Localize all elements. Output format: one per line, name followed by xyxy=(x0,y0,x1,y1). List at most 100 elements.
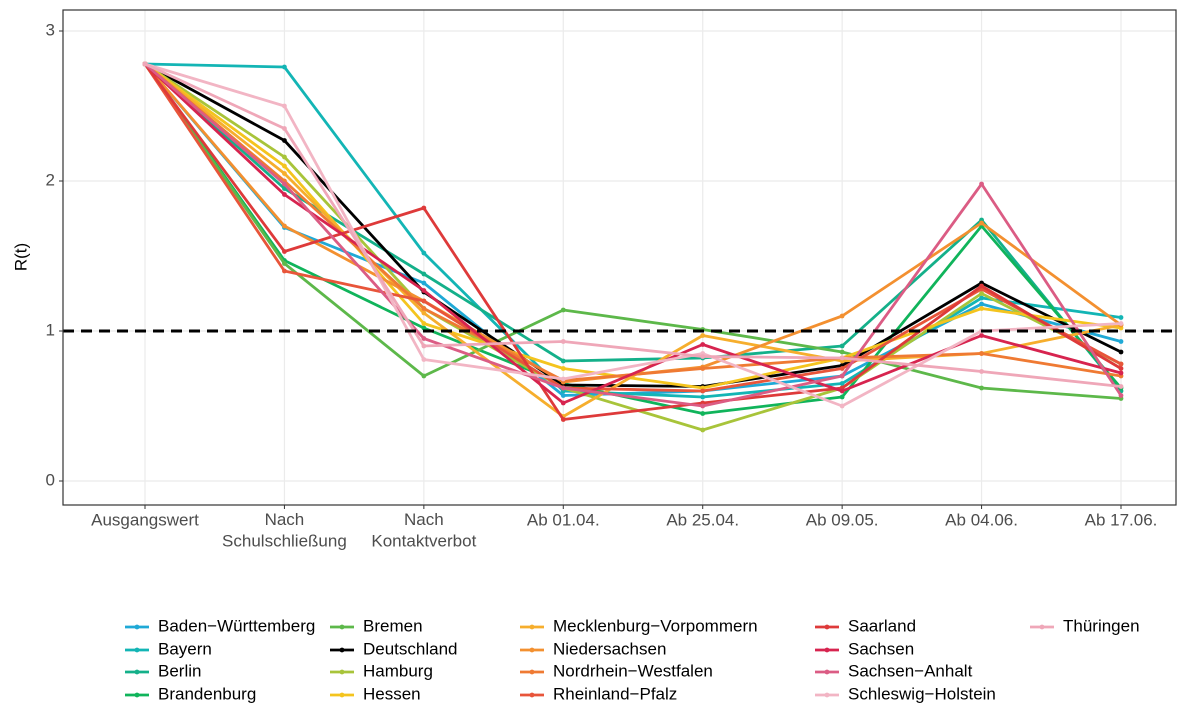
x-tick-label: Ab 04.06. xyxy=(945,510,1018,529)
data-point xyxy=(560,417,566,422)
series-line xyxy=(144,62,1122,390)
series-line xyxy=(143,63,1122,421)
data-point xyxy=(839,343,845,349)
data-point xyxy=(282,261,287,266)
data-point xyxy=(700,354,706,359)
data-point xyxy=(282,138,287,143)
x-tick-label: Nach Kontaktverbot xyxy=(371,510,476,550)
data-point xyxy=(421,205,427,211)
y-axis-label: R(t) xyxy=(11,243,30,271)
series-line xyxy=(144,62,1123,408)
data-point xyxy=(700,342,706,347)
series-line xyxy=(143,63,1122,400)
data-point xyxy=(700,394,706,400)
series-line xyxy=(143,63,1123,415)
data-point xyxy=(560,339,566,344)
data-point xyxy=(839,388,845,394)
data-point xyxy=(700,427,706,433)
data-point xyxy=(282,64,287,70)
data-point xyxy=(1118,393,1124,398)
data-point xyxy=(421,321,427,326)
legend-key-point xyxy=(824,624,830,630)
data-point xyxy=(1118,339,1124,344)
x-tick-label: Ab 01.04. xyxy=(527,510,600,529)
data-point xyxy=(979,220,984,226)
data-point xyxy=(839,394,845,400)
legend-key-point xyxy=(339,669,345,675)
y-tick-label: 0 xyxy=(46,470,55,489)
data-point xyxy=(282,154,287,160)
legend-key-point xyxy=(339,647,345,653)
legend-label: Hessen xyxy=(363,684,421,703)
legend-label: Baden−Württemberg xyxy=(158,616,315,635)
legend-key-point xyxy=(339,624,345,630)
plot-border xyxy=(62,9,1177,506)
y-tick-label: 3 xyxy=(46,20,55,39)
x-tick-label: Ab 17.06. xyxy=(1085,510,1158,529)
data-point xyxy=(979,291,984,296)
legend-label: Berlin xyxy=(158,661,201,680)
legend-label: Saarland xyxy=(848,616,916,635)
data-point xyxy=(700,403,706,409)
legend-key-point xyxy=(824,692,830,698)
series-line xyxy=(144,62,1122,399)
legend-label: Brandenburg xyxy=(158,684,256,703)
legend-key-point xyxy=(824,647,830,653)
data-point xyxy=(421,298,427,304)
data-point xyxy=(560,400,566,406)
data-point xyxy=(1118,349,1124,355)
legend-key-point xyxy=(134,669,140,675)
data-point xyxy=(700,366,706,371)
data-point xyxy=(839,403,845,409)
data-point xyxy=(421,271,427,277)
data-point xyxy=(979,351,984,356)
y-tick-label: 2 xyxy=(46,170,55,189)
data-point xyxy=(700,411,706,416)
data-point xyxy=(421,373,427,379)
data-point xyxy=(979,301,984,307)
data-point xyxy=(979,369,984,374)
data-point xyxy=(421,357,427,362)
data-point xyxy=(421,306,427,311)
data-point xyxy=(282,163,287,169)
data-point xyxy=(421,336,427,341)
data-point xyxy=(421,310,427,316)
x-tick-label: Ab 09.05. xyxy=(806,510,879,529)
legend-key-point xyxy=(529,624,535,630)
legend-label: Niedersachsen xyxy=(553,639,666,658)
legend-label: Bremen xyxy=(363,616,423,635)
x-tick-label: Ausgangswert xyxy=(91,510,199,529)
legend-key-point xyxy=(529,669,535,675)
legend-key-point xyxy=(134,692,140,698)
legend-label: Hamburg xyxy=(363,661,433,680)
series-line xyxy=(144,62,1122,382)
data-point xyxy=(1118,315,1124,320)
data-point xyxy=(560,385,566,391)
data-point xyxy=(282,192,287,197)
data-point xyxy=(979,385,984,391)
data-point xyxy=(421,288,427,293)
data-point xyxy=(282,268,287,274)
data-point xyxy=(839,355,845,361)
legend-label: Thüringen xyxy=(1063,616,1140,635)
legend-label: Bayern xyxy=(158,639,212,658)
legend-label: Sachsen−Anhalt xyxy=(848,661,973,680)
legend-key-point xyxy=(339,692,345,698)
data-point xyxy=(560,358,566,364)
data-point xyxy=(421,343,427,349)
data-point xyxy=(839,313,845,319)
data-point xyxy=(839,373,845,379)
x-tick-label: Nach Schulschließung xyxy=(222,510,347,550)
legend-key-point xyxy=(134,647,140,653)
data-point xyxy=(839,366,845,371)
data-point xyxy=(282,249,287,254)
data-point xyxy=(979,306,984,311)
data-point xyxy=(1118,370,1124,376)
data-point xyxy=(282,171,287,176)
x-tick-label: Ab 25.04. xyxy=(666,510,739,529)
legend-label: Nordrhein−Westfalen xyxy=(553,661,713,680)
legend-label: Sachsen xyxy=(848,639,914,658)
data-point xyxy=(560,376,566,382)
data-point xyxy=(1118,361,1124,367)
